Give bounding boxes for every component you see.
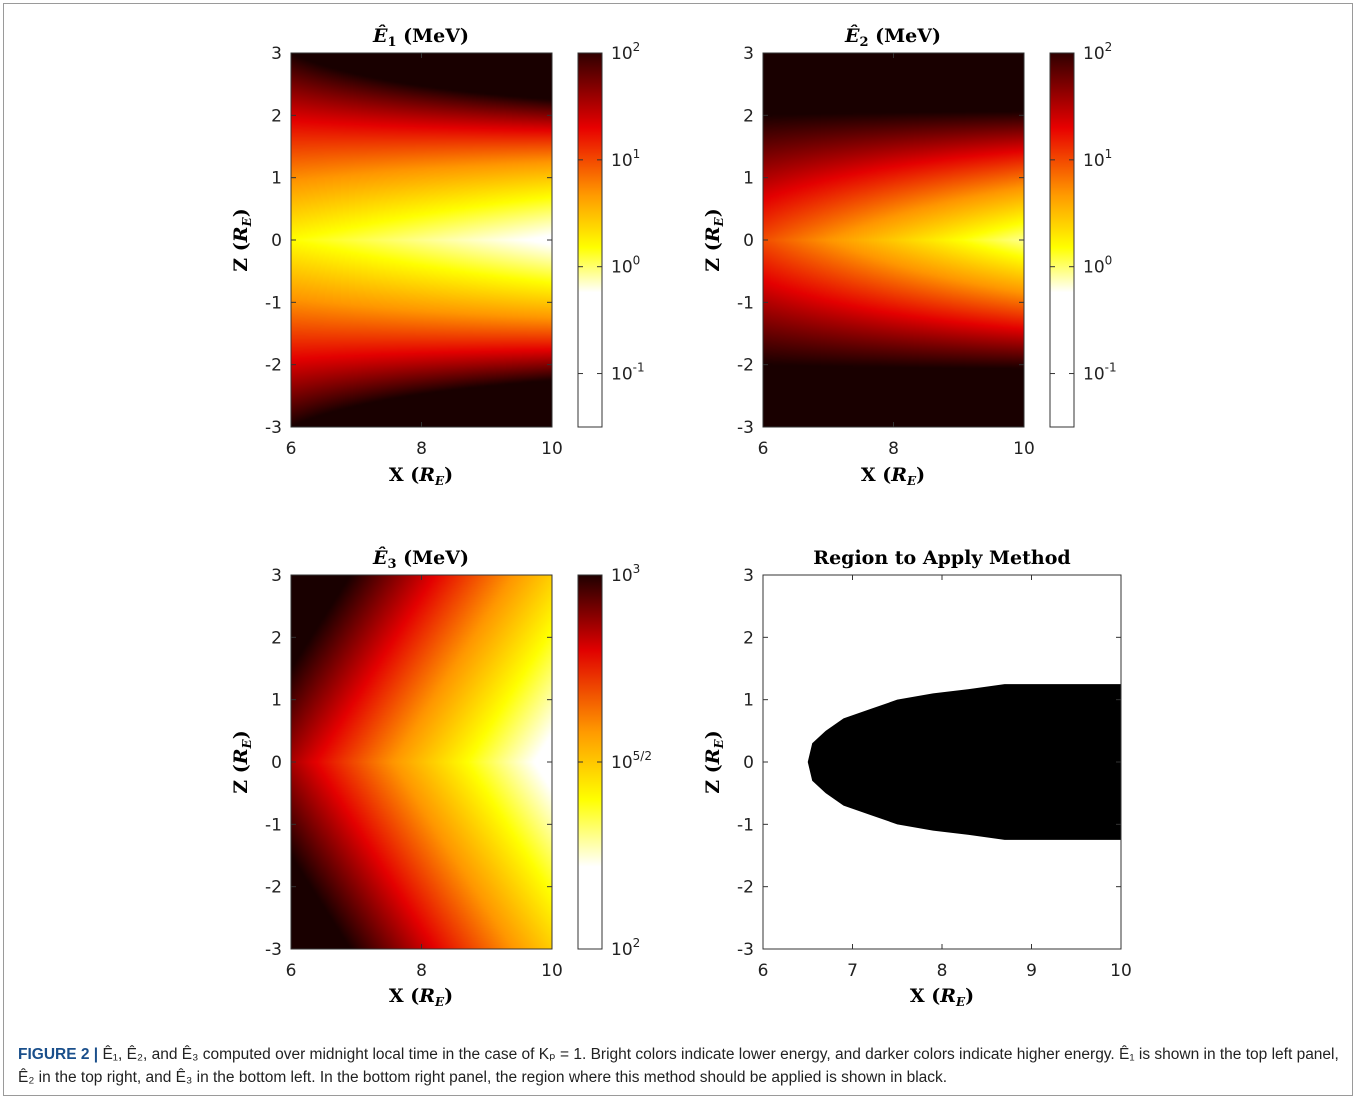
y-tick-label: 3	[743, 566, 754, 586]
x-tick-label: 8	[937, 961, 948, 981]
y-tick-label: 2	[271, 106, 282, 126]
y-axis-label-e1: Z (RE)	[230, 208, 254, 271]
colorbar-tick-label: 100	[1083, 254, 1112, 278]
x-tick-label: 10	[1013, 439, 1035, 459]
colorbar-ticks-e2: 102 101 100 10-1	[1050, 40, 1117, 385]
y-axis-label-region: Z (RE)	[702, 730, 726, 793]
y-axis-label-e2: Z (RE)	[702, 208, 726, 271]
x-tick-label: 7	[847, 961, 858, 981]
y-tick-label: 0	[743, 231, 754, 251]
x-tick-label: 6	[286, 439, 297, 459]
colorbar-ticks-e1: 102 101 100 10-1	[578, 40, 645, 385]
x-tick-label: 8	[416, 961, 427, 981]
x-tick-label: 6	[758, 439, 769, 459]
y-tick-label: 3	[271, 566, 282, 586]
y-ticks-e1: 3 2 1 0 -1 -2 -3	[265, 44, 552, 438]
figure-frame	[3, 3, 1353, 1096]
colorbar-tick-label: 10-1	[1083, 361, 1117, 385]
x-tick-label: 9	[1026, 961, 1037, 981]
x-ticks-region: 6 7 8 9 10	[758, 575, 1132, 981]
y-tick-label: 0	[271, 753, 282, 773]
heatmap-e1	[291, 53, 552, 427]
y-axis-label-e3: Z (RE)	[230, 730, 254, 793]
x-axis-label-e2: X (RE)	[861, 464, 925, 488]
y-ticks-e2: 3 2 1 0 -1 -2 -3	[737, 44, 1024, 438]
title-region: Region to Apply Method	[813, 547, 1070, 569]
colorbar-tick-label: 102	[611, 936, 640, 960]
y-tick-label: -1	[265, 815, 282, 835]
heatmap-e2	[763, 53, 1024, 427]
y-ticks-e3: 3 2 1 0 -1 -2 -3	[265, 566, 552, 960]
y-tick-label: -1	[265, 293, 282, 313]
colorbar-e1	[577, 52, 603, 428]
y-tick-label: -1	[737, 815, 754, 835]
y-tick-label: 1	[271, 169, 282, 189]
y-tick-label: -2	[265, 356, 282, 376]
y-tick-label: 1	[743, 169, 754, 189]
colorbar-ticks-e3: 103 105/2 102	[578, 562, 652, 960]
heatmap-e3	[291, 575, 552, 949]
caption-text: Ê₁, Ê₂, and Ê₃ computed over midnight lo…	[18, 1046, 1339, 1086]
colorbar-tick-label: 103	[611, 562, 640, 586]
colorbar-e2	[1049, 52, 1075, 428]
x-tick-label: 6	[758, 961, 769, 981]
x-tick-label: 6	[286, 961, 297, 981]
colorbar-tick-label: 101	[1083, 147, 1112, 171]
y-tick-label: 3	[271, 44, 282, 64]
y-tick-label: 2	[743, 106, 754, 126]
y-tick-label: 2	[271, 628, 282, 648]
colorbar-tick-label: 105/2	[611, 749, 652, 773]
region-to-apply-area	[807, 684, 1121, 840]
caption-label: FIGURE 2 |	[18, 1046, 99, 1063]
title-e3: Ê3 (MeV)	[372, 546, 469, 572]
y-tick-label: 3	[743, 44, 754, 64]
x-ticks-e1: 6 8 10	[286, 53, 563, 459]
y-tick-label: -3	[265, 418, 282, 438]
x-ticks-e2: 6 8 10	[758, 53, 1035, 459]
y-tick-label: -3	[737, 418, 754, 438]
x-tick-label: 8	[888, 439, 899, 459]
y-tick-label: -1	[737, 293, 754, 313]
colorbar-tick-label: 102	[611, 40, 640, 64]
y-ticks-region: 3 2 1 0 -1 -2 -3	[737, 566, 1121, 960]
colorbar-tick-label: 10-1	[611, 361, 645, 385]
x-tick-label: 8	[416, 439, 427, 459]
title-e1: Ê1 (MeV)	[372, 24, 469, 50]
y-tick-label: 0	[743, 753, 754, 773]
colorbar-tick-label: 100	[611, 254, 640, 278]
colorbar-tick-label: 102	[1083, 40, 1112, 64]
title-e2: Ê2 (MeV)	[844, 24, 941, 50]
y-tick-label: -2	[737, 356, 754, 376]
y-tick-label: -2	[265, 878, 282, 898]
colorbar-tick-label: 101	[611, 147, 640, 171]
y-tick-label: 2	[743, 628, 754, 648]
x-tick-label: 10	[541, 439, 563, 459]
x-axis-label-region: X (RE)	[910, 985, 974, 1009]
figure-caption: FIGURE 2 | Ê₁, Ê₂, and Ê₃ computed over …	[18, 1043, 1342, 1089]
y-tick-label: 1	[743, 691, 754, 711]
x-axis-label-e3: X (RE)	[389, 985, 453, 1009]
y-tick-label: -3	[265, 940, 282, 960]
y-tick-label: -3	[737, 940, 754, 960]
x-ticks-e3: 6 8 10	[286, 575, 563, 981]
x-tick-label: 10	[541, 961, 563, 981]
y-tick-label: 0	[271, 231, 282, 251]
x-tick-label: 10	[1110, 961, 1132, 981]
y-tick-label: -2	[737, 878, 754, 898]
x-axis-label-e1: X (RE)	[389, 464, 453, 488]
y-tick-label: 1	[271, 691, 282, 711]
